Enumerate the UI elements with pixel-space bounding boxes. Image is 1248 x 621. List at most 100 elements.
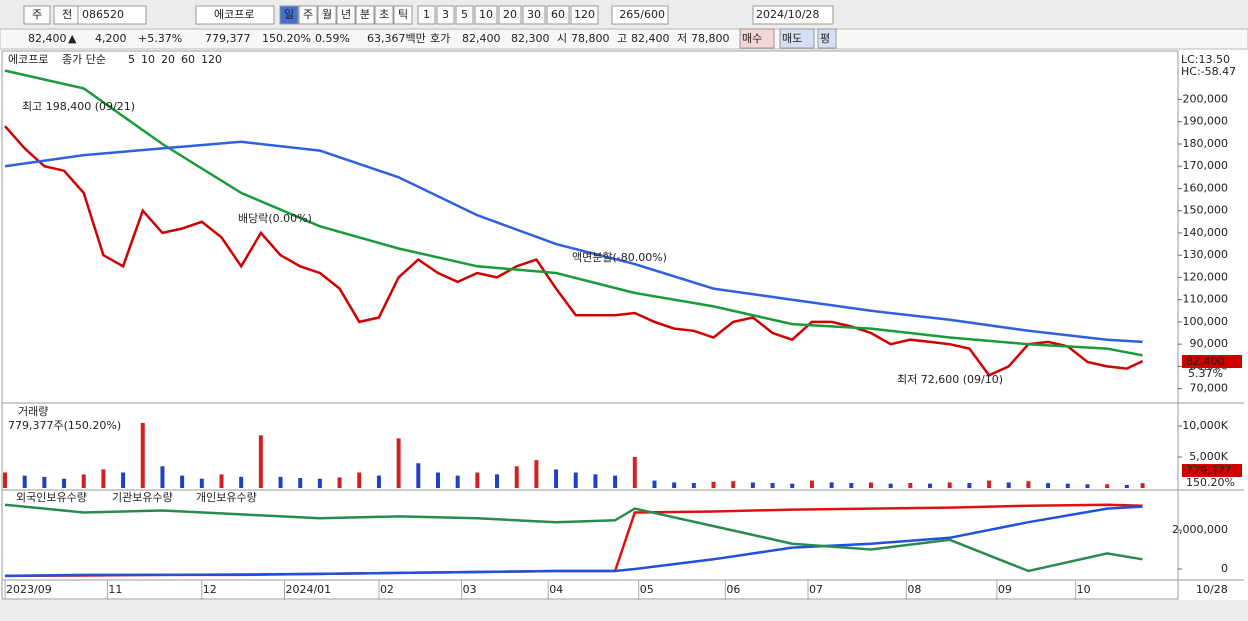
- quote-field: 779,377: [205, 32, 251, 45]
- volume-bar: [1006, 482, 1011, 488]
- volume-bar: [180, 475, 185, 488]
- volume-bar: [475, 472, 480, 488]
- volume-bar: [199, 478, 204, 488]
- legend-entry: 에코프로: [8, 53, 48, 66]
- button[interactable]: [436, 5, 455, 25]
- volume-bar: [376, 475, 381, 488]
- stock-code: 086520: [82, 8, 124, 21]
- side-label: 779,377: [1186, 464, 1232, 477]
- volume-bar: [1026, 481, 1031, 488]
- volume-bar: [1124, 484, 1129, 488]
- button[interactable]: [417, 5, 436, 25]
- button[interactable]: [752, 5, 834, 25]
- volume-bar: [1140, 483, 1145, 488]
- volume-bar: [672, 482, 677, 488]
- quote-field: 78,800: [571, 32, 610, 45]
- side-label: 82,400: [1186, 355, 1225, 368]
- volume-bar: [770, 483, 775, 488]
- y-tick-label: 100,000: [1183, 315, 1229, 328]
- quote-field: 0.59%: [315, 32, 350, 45]
- date: 2024/10/28: [756, 8, 819, 21]
- volume-bar: [1065, 483, 1070, 488]
- y-tick-label: 5,000K: [1189, 450, 1228, 463]
- quote-field: 78,800: [691, 32, 730, 45]
- button[interactable]: [279, 5, 299, 25]
- y-tick-label: 70,000: [1190, 382, 1229, 395]
- volume-bar: [42, 476, 47, 488]
- x-tick-label: 08: [907, 583, 921, 596]
- price-tag: [1182, 355, 1242, 368]
- legend-entry: 개인보유수량: [196, 491, 257, 504]
- volume-bar: [317, 478, 322, 488]
- series-line: [4, 125, 1144, 377]
- count: 20: [503, 8, 517, 21]
- button[interactable]: [611, 5, 669, 25]
- quote-field: 82,400: [631, 32, 670, 45]
- button[interactable]: [739, 28, 775, 49]
- legend-entry: 기관보유수량: [112, 491, 173, 504]
- toolbar-item: 전: [62, 8, 72, 21]
- x-tick-label: 07: [809, 583, 823, 596]
- legend-entry: 20: [161, 53, 175, 66]
- y-tick-label: 130,000: [1183, 248, 1229, 261]
- count: 60: [551, 8, 565, 21]
- quote-field: 매도: [782, 32, 802, 45]
- volume-bar: [219, 474, 224, 488]
- button[interactable]: [498, 5, 522, 25]
- period: 일: [284, 7, 294, 21]
- side-label: HC:-58.47: [1181, 65, 1236, 78]
- legend-entry: 10: [141, 53, 155, 66]
- button[interactable]: [455, 5, 474, 25]
- button[interactable]: [779, 28, 815, 49]
- button[interactable]: [195, 5, 275, 25]
- quote-field: 저: [677, 32, 687, 45]
- count: 30: [527, 8, 541, 21]
- volume-bar: [81, 474, 86, 488]
- scrollbar[interactable]: [0, 600, 1248, 621]
- button[interactable]: [522, 5, 546, 25]
- y-tick-label: 120,000: [1183, 270, 1229, 283]
- y-tick-label: 140,000: [1183, 226, 1229, 239]
- quote-field: 시: [557, 32, 567, 45]
- count: 120: [574, 8, 595, 21]
- y-tick-label: 180,000: [1183, 137, 1229, 150]
- button[interactable]: [77, 5, 147, 25]
- button[interactable]: [298, 5, 318, 25]
- button[interactable]: [393, 5, 413, 25]
- button[interactable]: [355, 5, 375, 25]
- annotation: 배당락(0.00%): [238, 212, 312, 225]
- x-tick-label: 10: [1077, 583, 1091, 596]
- volume-bar: [416, 463, 421, 488]
- volume-bar: [691, 483, 696, 488]
- series-line: [4, 503, 1143, 573]
- x-tick-label: 2024/01: [285, 583, 331, 596]
- button[interactable]: [336, 5, 356, 25]
- volume-bar: [3, 472, 7, 488]
- button[interactable]: [817, 28, 837, 49]
- x-tick-label: 06: [726, 583, 740, 596]
- button[interactable]: [570, 5, 599, 25]
- x-tick-label: 09: [998, 583, 1012, 596]
- y-tick-label: 10,000K: [1182, 419, 1228, 432]
- volume-bar: [731, 481, 736, 488]
- volume-bar: [849, 483, 854, 488]
- y-tick-label: 110,000: [1183, 293, 1229, 306]
- legend-entry: 종가 단순: [62, 53, 106, 66]
- count: 10: [479, 8, 493, 21]
- quote-field: 82,300: [511, 32, 550, 45]
- annotation: 최고 198,400 (09/21): [22, 100, 135, 113]
- button[interactable]: [23, 5, 51, 25]
- button[interactable]: [474, 5, 498, 25]
- button[interactable]: [317, 5, 337, 25]
- quote-field: 호가: [430, 32, 450, 45]
- period: 년: [341, 8, 351, 21]
- quote-field: 82,400: [462, 32, 501, 45]
- volume-bar: [140, 422, 145, 488]
- quote-field: 63,367백만: [367, 32, 426, 45]
- volume-bar: [22, 475, 27, 488]
- button[interactable]: [546, 5, 570, 25]
- button[interactable]: [374, 5, 394, 25]
- volume-bar: [62, 478, 67, 488]
- volume-bar: [967, 483, 972, 488]
